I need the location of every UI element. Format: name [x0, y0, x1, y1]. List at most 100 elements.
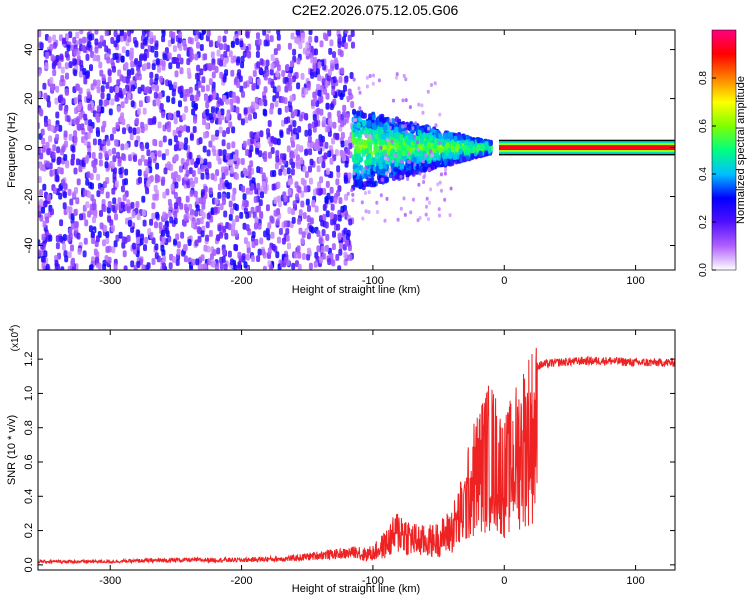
spectrogram-cell	[219, 203, 224, 211]
spectrogram-cell	[273, 48, 278, 56]
spectrogram-cell	[427, 126, 431, 131]
spectrogram-cell	[207, 62, 212, 70]
spectrogram-cell	[219, 43, 223, 51]
spectrogram-cell	[295, 37, 300, 45]
spectrogram-cell	[324, 141, 329, 149]
snr-x-label: Height of straight line (km)	[292, 583, 420, 595]
spectrogram-cell	[422, 175, 426, 180]
spectrogram-cell	[89, 264, 94, 270]
spectrogram-cell	[385, 132, 390, 139]
colorbar-tick-label: 0.4	[698, 167, 709, 181]
spectrogram-cell	[237, 261, 242, 269]
spectrogram-cell	[421, 110, 425, 115]
spectrogram-cell	[287, 242, 291, 250]
x-tick-label: -100	[362, 275, 384, 287]
spectrogram-cell	[50, 54, 55, 62]
y-tick-label: 0.4	[23, 489, 35, 504]
spectrogram-cell	[42, 82, 47, 90]
spectrogram-cell	[223, 50, 228, 58]
spectrogram-cell	[98, 41, 103, 49]
spectrogram-cell	[211, 71, 216, 79]
spectrogram-cell	[218, 126, 223, 134]
spectrogram-cell	[296, 57, 301, 65]
spectrogram-cell	[329, 157, 334, 165]
spectrogram-cell	[381, 177, 385, 182]
spectrogram-cell	[131, 211, 136, 219]
spectrogram-cell	[112, 197, 117, 205]
spectrogram-cell	[423, 166, 428, 173]
spectrogram-cell	[310, 226, 315, 234]
y-tick-label: -20	[23, 189, 35, 205]
spectrogram-cell	[352, 77, 356, 82]
spectrogram-cell	[252, 82, 256, 90]
spectrogram-cell	[157, 65, 162, 73]
spectrogram-cell	[143, 123, 148, 131]
spectrogram-cell	[263, 187, 268, 195]
spectrogram-cell	[404, 136, 408, 143]
spectrogram-cell	[231, 141, 236, 149]
spectrogram-cell	[222, 248, 226, 256]
spectrogram-cell	[254, 216, 259, 224]
spectrogram-cell	[196, 157, 200, 165]
spectrogram-cell	[82, 36, 87, 44]
spectrogram-cell	[254, 222, 258, 230]
spectrogram-cell	[379, 145, 383, 150]
spectrogram-cell	[195, 30, 200, 35]
spectrogram-cell	[260, 191, 264, 199]
spectrogram-cell	[161, 153, 166, 161]
spectrogram-cell	[352, 123, 357, 130]
spectrogram-cell	[270, 62, 275, 70]
spectrogram-cell	[275, 251, 280, 259]
spectrogram-cell	[175, 233, 180, 241]
spectrogram-cell	[348, 254, 353, 261]
spectrogram-cell	[275, 91, 280, 99]
spectrogram-cell	[232, 96, 237, 104]
spectrogram-cell	[428, 137, 433, 143]
spectrogram-cell	[337, 232, 342, 240]
spectrogram-cell	[42, 183, 47, 191]
spectrogram-cell	[356, 122, 361, 129]
snr-panel: -300 -200 -100 0 100 0.0 0.2 0.4 0.6 0.8 1.0 1.2 H…	[6, 325, 676, 595]
spectrogram-cell	[322, 204, 327, 211]
spectrogram-cell	[171, 57, 176, 64]
spectrogram-cell	[124, 143, 129, 150]
spectrogram-cell	[82, 68, 87, 75]
spectrogram-cell	[352, 118, 356, 123]
spectrogram-cell	[94, 30, 99, 35]
spectrogram-cell	[309, 177, 313, 185]
spectrogram-cell	[112, 127, 117, 134]
spectrogram-cell	[263, 230, 268, 238]
spectrogram-cell	[270, 135, 275, 143]
spectrogram-cell	[150, 45, 155, 53]
spectrogram-cell	[49, 169, 54, 177]
spectrogram-cell	[73, 49, 78, 56]
spectrogram-cell	[220, 54, 225, 61]
spectrogram-cell	[236, 56, 241, 64]
y-tick-label: 0.8	[23, 420, 35, 435]
spectrogram-cell	[324, 221, 329, 229]
spectrogram-cell	[393, 133, 398, 140]
spectrogram-cell	[142, 209, 146, 217]
spectrogram-cell	[195, 94, 200, 101]
spectrogram-cell	[226, 191, 231, 199]
spectrogram-cell	[78, 87, 83, 95]
spectrogram-cell	[154, 73, 159, 81]
spectrogram-cell	[451, 140, 456, 147]
spectrogram-cell	[201, 164, 205, 172]
spectrogram-cell	[344, 210, 349, 218]
spectrogram-cell	[41, 144, 46, 152]
spectrogram-cell	[322, 252, 327, 260]
spectrogram-cell	[384, 152, 388, 157]
spectrogram-cell	[229, 98, 234, 106]
spectrogram-cell	[62, 37, 66, 45]
spectrogram-cell	[484, 150, 489, 157]
spectrogram-cell	[270, 54, 275, 61]
spectrogram-cell	[183, 89, 188, 97]
spectrogram-cell	[213, 206, 218, 214]
spectrogram-cell	[428, 200, 431, 205]
spectrogram-cell	[126, 235, 131, 242]
spectrogram-cell	[41, 233, 46, 241]
spectrogram-cell	[71, 145, 76, 153]
spectrogram-cell	[70, 213, 75, 221]
spectrogram-cell	[92, 216, 96, 224]
